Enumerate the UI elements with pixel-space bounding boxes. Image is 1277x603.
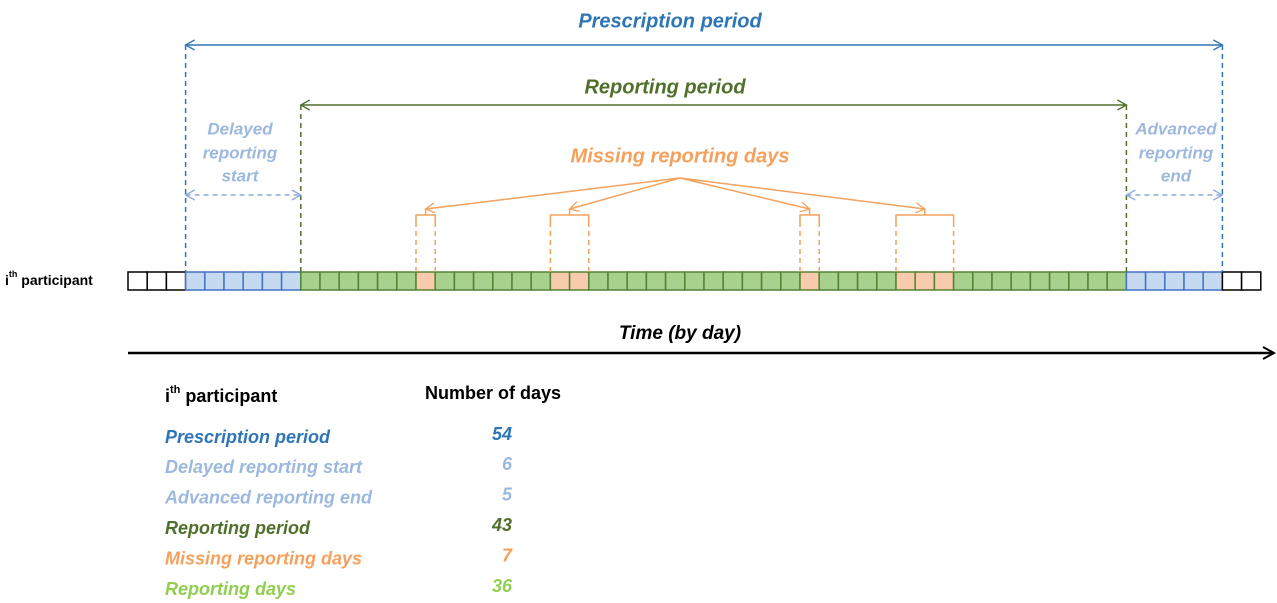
day-cell	[1048, 271, 1070, 291]
row-label: Advanced reporting end	[164, 488, 373, 508]
table-header: Number of days	[425, 383, 561, 403]
header-sup: th	[170, 384, 181, 396]
participant-label: ith participant	[5, 269, 93, 287]
missing-bracket	[895, 209, 955, 222]
row-value: 36	[492, 576, 513, 596]
day-cell	[856, 271, 878, 291]
day-cell	[127, 271, 148, 291]
day-cell	[780, 271, 801, 291]
row-value: 5	[502, 485, 513, 505]
missing-arrow	[679, 177, 927, 214]
missing-bracket	[549, 209, 590, 222]
day-cell	[223, 271, 244, 291]
header-base: i	[165, 386, 170, 406]
day-cell	[415, 271, 436, 291]
time-axis-label: Time (by day)	[619, 323, 741, 344]
day-cell	[146, 271, 168, 291]
day-cell	[376, 271, 398, 291]
day-cell	[607, 271, 628, 291]
day-cell	[1010, 271, 1032, 291]
day-cell	[837, 271, 859, 291]
day-cell	[1202, 271, 1224, 291]
header-text: participant	[180, 386, 277, 406]
missing-arrow	[424, 177, 681, 214]
day-cell	[453, 271, 475, 291]
prescription-label: Prescription period	[578, 10, 762, 32]
delayed-label: reporting	[203, 143, 278, 162]
day-cell	[472, 271, 494, 291]
row-value: 54	[492, 424, 512, 444]
reporting-label: Reporting period	[584, 76, 746, 98]
row-label: Reporting days	[165, 579, 296, 599]
participant-base: i	[5, 272, 9, 288]
day-cell	[184, 271, 206, 291]
day-cell	[1144, 271, 1166, 291]
row-label: Delayed reporting start	[165, 457, 363, 477]
missing-bracket	[415, 209, 436, 222]
row-value: 7	[502, 545, 513, 565]
day-cell	[741, 271, 763, 291]
delayed-label: Delayed	[207, 119, 273, 138]
day-cell	[165, 271, 187, 291]
day-cell	[396, 271, 417, 291]
day-cell	[1029, 271, 1051, 291]
day-cell	[530, 271, 552, 291]
day-cell	[357, 271, 379, 291]
day-cell	[645, 271, 667, 291]
day-cell	[568, 271, 590, 291]
day-cell	[760, 271, 782, 291]
missing-arrow	[568, 177, 681, 213]
day-cell	[242, 271, 264, 291]
day-cell	[876, 271, 897, 291]
row-label: Prescription period	[165, 427, 331, 447]
day-cell	[972, 271, 993, 291]
day-cell	[280, 271, 302, 291]
table-header: ith participant	[165, 384, 277, 406]
day-cell	[1068, 271, 1089, 291]
row-label: Missing reporting days	[165, 548, 362, 568]
day-cell	[1240, 271, 1262, 291]
day-cell	[952, 271, 974, 291]
day-cell	[1183, 271, 1204, 291]
day-cell	[818, 271, 840, 291]
day-cell	[511, 271, 532, 291]
participant-text: participant	[17, 272, 93, 288]
day-cell	[626, 271, 648, 291]
advanced-label: reporting	[1139, 143, 1214, 162]
row-value: 6	[502, 454, 513, 474]
day-cell	[722, 271, 744, 291]
advanced-label: Advanced	[1134, 119, 1217, 138]
day-cell	[1087, 271, 1108, 291]
advanced-label: end	[1161, 166, 1192, 185]
day-cell	[933, 271, 955, 291]
row-label: Reporting period	[165, 518, 311, 538]
missing-arrow	[679, 177, 811, 213]
row-value: 43	[491, 515, 512, 535]
participant-sup: th	[9, 269, 18, 279]
day-cell	[261, 271, 283, 291]
day-cell	[300, 271, 321, 291]
day-cell	[434, 271, 456, 291]
day-cell	[492, 271, 513, 291]
day-cell	[1164, 271, 1185, 291]
day-cell	[1106, 271, 1128, 291]
day-cell	[684, 271, 705, 291]
day-cell	[799, 271, 820, 291]
day-cell	[588, 271, 609, 291]
day-cell	[1125, 271, 1147, 291]
day-cell	[1221, 271, 1243, 291]
day-cell	[319, 271, 340, 291]
missing-bracket	[799, 209, 820, 222]
missing-label: Missing reporting days	[571, 145, 790, 167]
day-cell	[204, 271, 225, 291]
day-cell	[664, 271, 686, 291]
day-cell	[914, 271, 936, 291]
delayed-label: start	[222, 166, 260, 185]
day-cell	[549, 271, 571, 291]
day-cell	[991, 271, 1012, 291]
day-cell	[338, 271, 360, 291]
day-cell	[703, 271, 724, 291]
day-cell	[895, 271, 916, 291]
